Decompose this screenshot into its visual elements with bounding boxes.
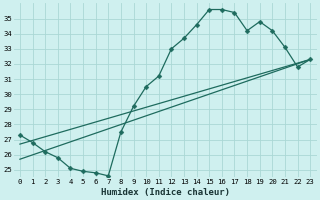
X-axis label: Humidex (Indice chaleur): Humidex (Indice chaleur) bbox=[100, 188, 229, 197]
